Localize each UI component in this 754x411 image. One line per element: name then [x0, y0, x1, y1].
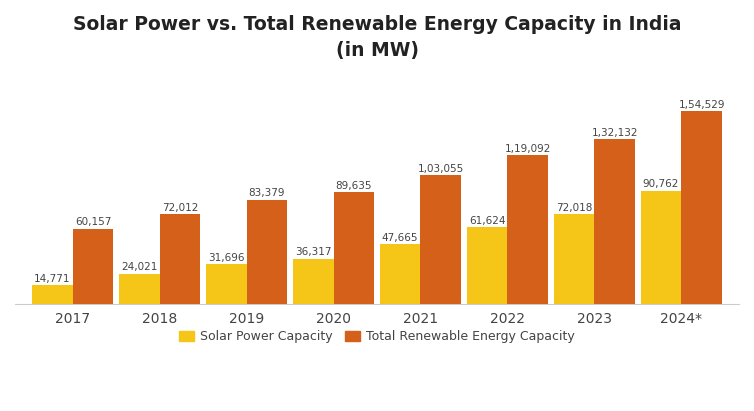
Text: 1,54,529: 1,54,529 — [679, 99, 725, 110]
Bar — [160, 214, 201, 304]
Bar — [118, 274, 160, 304]
Text: 72,018: 72,018 — [556, 203, 592, 212]
Text: 89,635: 89,635 — [336, 180, 372, 191]
Bar — [553, 214, 594, 304]
Text: 61,624: 61,624 — [469, 215, 505, 226]
Bar — [247, 200, 287, 304]
Text: 36,317: 36,317 — [295, 247, 331, 257]
Text: 1,19,092: 1,19,092 — [504, 144, 551, 154]
Text: 1,03,055: 1,03,055 — [418, 164, 464, 174]
Text: 83,379: 83,379 — [249, 188, 285, 199]
Bar — [682, 111, 722, 304]
Text: 60,157: 60,157 — [75, 217, 112, 227]
Bar — [206, 264, 247, 304]
Text: 14,771: 14,771 — [34, 274, 70, 284]
Text: 47,665: 47,665 — [382, 233, 418, 243]
Legend: Solar Power Capacity, Total Renewable Energy Capacity: Solar Power Capacity, Total Renewable En… — [174, 326, 580, 349]
Bar — [507, 155, 548, 304]
Bar — [594, 139, 636, 304]
Text: 1,32,132: 1,32,132 — [592, 127, 638, 138]
Text: 90,762: 90,762 — [642, 179, 679, 189]
Bar — [72, 229, 114, 304]
Title: Solar Power vs. Total Renewable Energy Capacity in India
(in MW): Solar Power vs. Total Renewable Energy C… — [72, 15, 682, 60]
Bar — [379, 245, 421, 304]
Text: 72,012: 72,012 — [162, 203, 198, 212]
Bar — [333, 192, 375, 304]
Bar — [640, 191, 682, 304]
Bar — [467, 227, 507, 304]
Bar — [32, 285, 72, 304]
Text: 24,021: 24,021 — [121, 262, 158, 272]
Bar — [293, 259, 333, 304]
Text: 31,696: 31,696 — [208, 253, 244, 263]
Bar — [421, 175, 461, 304]
